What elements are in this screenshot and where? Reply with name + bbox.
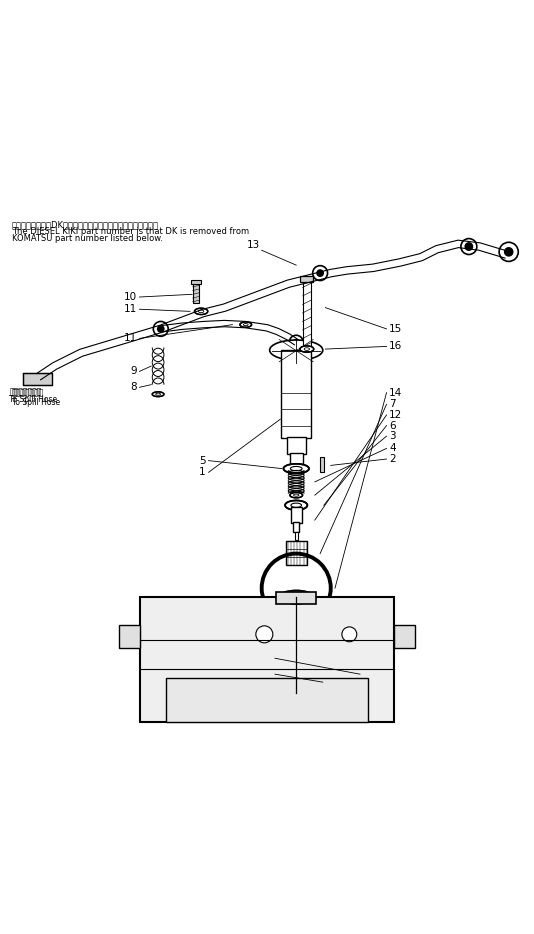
Ellipse shape: [300, 346, 314, 352]
Ellipse shape: [152, 392, 164, 397]
Text: 7: 7: [389, 400, 396, 409]
Circle shape: [317, 270, 323, 276]
Bar: [193, 283, 199, 304]
Bar: [395, 625, 415, 647]
Circle shape: [289, 335, 303, 349]
Bar: [139, 597, 395, 722]
Bar: [166, 678, 368, 722]
Ellipse shape: [194, 308, 208, 315]
Text: To Spill Hose: To Spill Hose: [10, 395, 58, 404]
Text: 12: 12: [389, 410, 403, 420]
Text: 16: 16: [389, 342, 403, 351]
Circle shape: [313, 265, 327, 280]
Bar: [287, 437, 306, 454]
Bar: [119, 625, 139, 647]
Circle shape: [256, 626, 273, 643]
Bar: [303, 281, 311, 350]
Circle shape: [294, 339, 299, 345]
Bar: [295, 531, 298, 540]
Bar: [22, 373, 52, 385]
Text: 11: 11: [123, 304, 137, 314]
Text: 14: 14: [389, 388, 403, 398]
Text: 2: 2: [389, 454, 396, 464]
Text: 9: 9: [130, 366, 137, 376]
Circle shape: [153, 321, 168, 336]
Text: The DIESEL KIKI part number is that DK is removed from: The DIESEL KIKI part number is that DK i…: [12, 227, 249, 236]
Text: 13: 13: [247, 240, 261, 250]
Text: スビルホースへ: スビルホースへ: [10, 388, 42, 396]
Circle shape: [158, 326, 164, 333]
Bar: [276, 592, 317, 603]
Ellipse shape: [279, 590, 313, 603]
Ellipse shape: [284, 464, 309, 474]
Circle shape: [461, 238, 477, 254]
Ellipse shape: [285, 501, 308, 510]
Circle shape: [505, 248, 513, 256]
Text: 8: 8: [130, 382, 137, 392]
Text: スビルホースへ: スビルホースへ: [12, 389, 44, 397]
Text: 1: 1: [199, 467, 206, 477]
Bar: [291, 507, 302, 523]
Bar: [191, 280, 201, 284]
Ellipse shape: [240, 322, 252, 327]
Bar: [293, 522, 300, 532]
Text: 11: 11: [123, 333, 137, 344]
Circle shape: [342, 627, 357, 642]
Text: 4: 4: [389, 444, 396, 453]
Text: To Spill Hose: To Spill Hose: [12, 398, 60, 407]
Bar: [301, 276, 313, 282]
Text: 3: 3: [389, 432, 396, 441]
Ellipse shape: [270, 340, 323, 361]
Text: 品番のメーカ記号DKを除いたものがデーゼル機器の品番です。: 品番のメーカ記号DKを除いたものがデーゼル機器の品番です。: [12, 220, 159, 229]
Bar: [290, 453, 303, 464]
Circle shape: [499, 242, 519, 262]
Text: 15: 15: [389, 324, 403, 333]
Circle shape: [465, 243, 473, 250]
Text: 10: 10: [124, 292, 137, 302]
Bar: [320, 458, 324, 473]
Bar: [286, 542, 307, 565]
Text: 6: 6: [389, 420, 396, 431]
Text: KOMATSU part number listed below.: KOMATSU part number listed below.: [12, 234, 163, 243]
Text: 5: 5: [199, 456, 206, 466]
Ellipse shape: [290, 492, 303, 498]
Bar: [281, 350, 311, 438]
